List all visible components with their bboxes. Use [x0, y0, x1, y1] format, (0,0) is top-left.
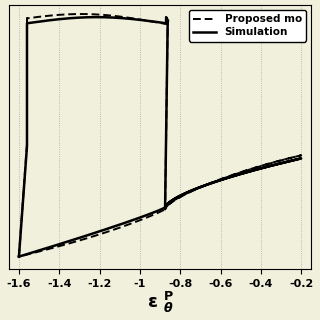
Proposed mo	[17, 255, 21, 259]
Simulation	[169, 199, 173, 203]
Proposed mo	[195, 187, 199, 191]
Simulation	[164, 15, 168, 19]
Line: Simulation: Simulation	[19, 17, 301, 257]
Line: Proposed mo: Proposed mo	[19, 14, 301, 257]
Simulation	[163, 205, 167, 209]
Legend: Proposed mo, Simulation: Proposed mo, Simulation	[189, 10, 306, 42]
Proposed mo	[80, 12, 84, 16]
Proposed mo	[163, 208, 167, 212]
Simulation	[52, 18, 55, 22]
Simulation	[17, 255, 21, 259]
Simulation	[20, 213, 24, 217]
Proposed mo	[17, 255, 21, 259]
Proposed mo	[169, 201, 173, 204]
Proposed mo	[111, 228, 115, 232]
Proposed mo	[52, 13, 55, 17]
Simulation	[111, 225, 115, 229]
Simulation	[195, 187, 199, 190]
Proposed mo	[20, 212, 24, 216]
Simulation	[17, 255, 21, 259]
X-axis label: $\mathbf{\varepsilon}\ {}_{\boldsymbol{\theta}}^{\mathbf{P}}$: $\mathbf{\varepsilon}\ {}_{\boldsymbol{\…	[147, 290, 173, 315]
